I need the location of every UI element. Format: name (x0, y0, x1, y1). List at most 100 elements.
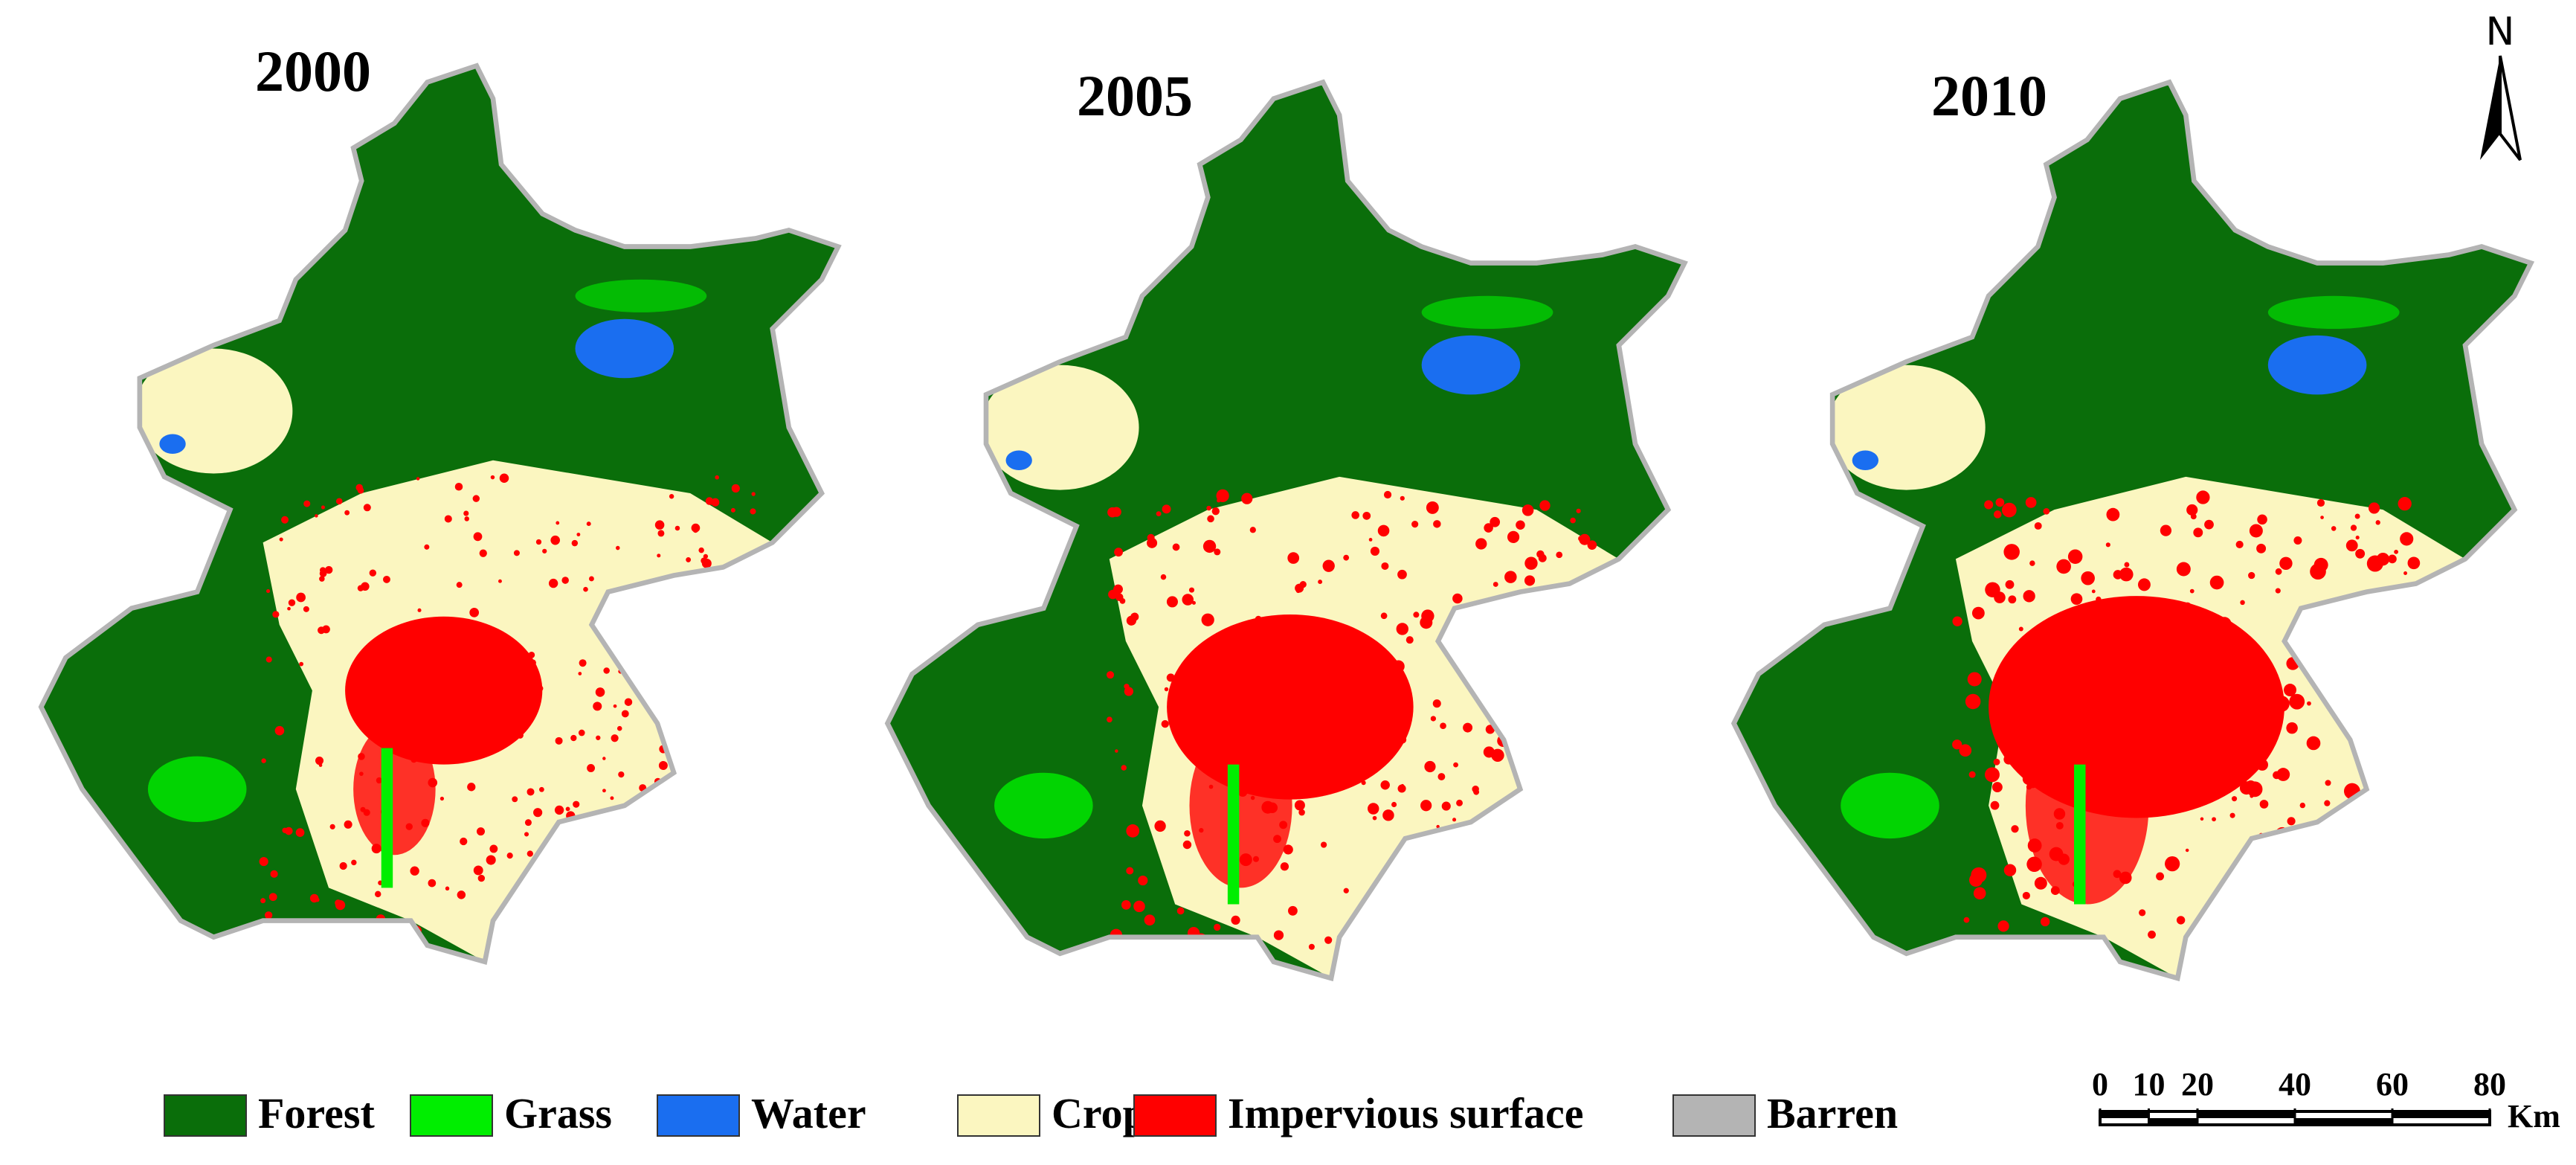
impervious-patch (1202, 539, 1217, 553)
impervious-patch (1504, 571, 1517, 583)
impervious-patch (2215, 934, 2230, 950)
impervious-patch (287, 606, 291, 611)
impervious-patch (573, 800, 580, 808)
impervious-patch (2279, 847, 2288, 856)
impervious-patch (1985, 582, 2000, 597)
impervious-patch (1500, 840, 1507, 848)
impervious-patch (1516, 895, 1524, 903)
impervious-patch (1506, 623, 1517, 634)
impervious-patch (473, 865, 483, 876)
impervious-patch (489, 844, 498, 853)
impervious-patch (1538, 553, 1547, 562)
impervious-patch (1451, 620, 1459, 628)
impervious-patch (512, 796, 518, 803)
scale-unit: Km (2508, 1098, 2560, 1134)
impervious-patch (1283, 844, 1293, 855)
impervious-patch (2422, 652, 2438, 668)
impervious-patch (1147, 533, 1155, 542)
impervious-patch (658, 761, 668, 770)
impervious-patch (727, 696, 732, 702)
impervious-patch (2137, 578, 2151, 591)
impervious-patch (369, 569, 377, 577)
impervious-patch (1456, 799, 1464, 806)
impervious-patch (1552, 696, 1563, 707)
impervious-patch (1241, 492, 1253, 504)
impervious-patch (2232, 796, 2238, 802)
impervious-patch (1503, 943, 1513, 953)
impervious-patch (318, 626, 326, 635)
impervious-patch (1490, 516, 1501, 527)
impervious-patch (1405, 636, 1414, 644)
impervious-patch (325, 565, 333, 574)
impervious-patch (2275, 588, 2281, 594)
impervious-patch (689, 597, 698, 606)
impervious-patch (750, 508, 756, 515)
impervious-patch (410, 866, 419, 876)
impervious-patch (295, 828, 305, 838)
impervious-patch (1362, 511, 1371, 520)
impervious-patch (1580, 895, 1593, 908)
impervious-patch (2387, 716, 2401, 730)
impervious-patch (2139, 909, 2146, 917)
reservoir (1005, 450, 1032, 471)
impervious-patch (711, 498, 720, 507)
impervious-patch (1556, 551, 1563, 559)
impervious-patch (554, 805, 564, 815)
impervious-patch (2394, 549, 2398, 554)
impervious-patch (1399, 856, 1405, 862)
impervious-patch (2185, 848, 2189, 853)
impervious-patch (1993, 510, 2002, 519)
impervious-patch (663, 585, 669, 591)
impervious-patch (721, 736, 730, 744)
impervious-patch (265, 656, 272, 663)
impervious-patch (610, 838, 614, 843)
impervious-patch (2299, 802, 2306, 809)
impervious-patch (351, 859, 357, 866)
impervious-patch (2287, 817, 2296, 826)
impervious-patch (1441, 801, 1451, 811)
impervious-patch (498, 579, 502, 583)
impervious-patch (1121, 900, 1131, 910)
impervious-patch (319, 576, 325, 582)
impervious-patch (2386, 612, 2402, 627)
impervious-patch (1527, 561, 1533, 568)
impervious-patch (1453, 832, 1458, 837)
grass-corridor (1227, 764, 1240, 905)
impervious-patch (714, 789, 722, 798)
impervious-patch (2043, 507, 2050, 515)
impervious-patch (2193, 527, 2203, 538)
impervious-patch (2279, 890, 2296, 907)
impervious-patch (1144, 914, 1156, 926)
impervious-patch (1299, 581, 1307, 588)
impervious-patch (2022, 891, 2030, 899)
impervious-patch (1588, 879, 1594, 885)
impervious-patch (2256, 543, 2267, 553)
impervious-patch (1528, 876, 1538, 886)
impervious-patch (593, 702, 602, 711)
impervious-patch (1542, 826, 1548, 832)
impervious-patch (2240, 600, 2245, 606)
impervious-patch (2286, 722, 2298, 734)
impervious-patch (1463, 722, 1473, 733)
impervious-patch (2264, 851, 2279, 865)
impervious-patch (1166, 596, 1178, 608)
impervious-patch (1130, 612, 1139, 621)
impervious-patch (1494, 813, 1507, 826)
impervious-patch (674, 600, 680, 606)
impervious-patch (2413, 632, 2424, 643)
impervious-patch (1967, 672, 1982, 687)
impervious-patch (2316, 624, 2329, 637)
impervious-patch (339, 861, 347, 870)
impervious-patch (2368, 762, 2378, 771)
impervious-patch (2148, 930, 2156, 939)
impervious-patch (2248, 571, 2255, 580)
impervious-patch (583, 586, 588, 592)
impervious-patch (527, 850, 533, 857)
impervious-patch (417, 608, 422, 612)
impervious-patch (1498, 716, 1512, 729)
impervious-patch (1436, 824, 1440, 829)
impervious-patch (730, 725, 738, 733)
impervious-patch (1107, 671, 1115, 679)
impervious-patch (2293, 536, 2302, 545)
grass-area (1421, 295, 1553, 329)
